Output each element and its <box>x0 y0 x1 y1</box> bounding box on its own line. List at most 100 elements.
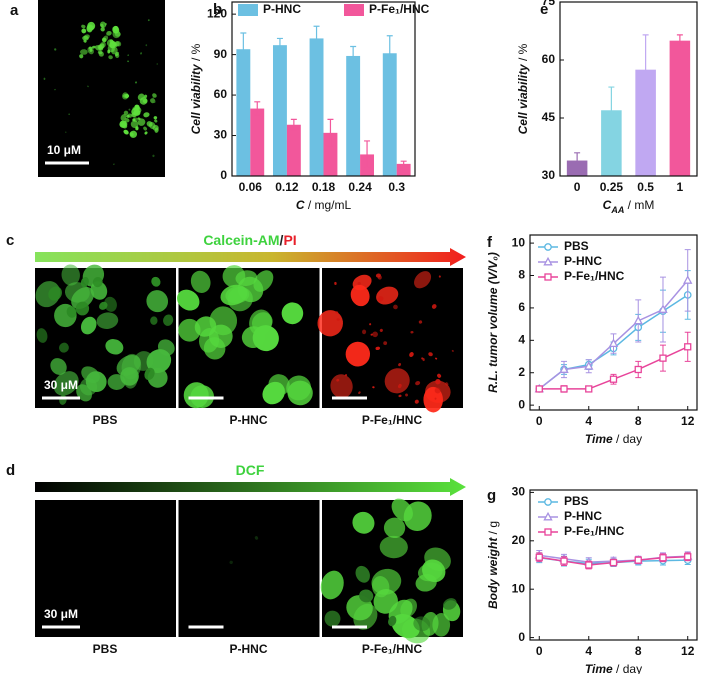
cells <box>320 498 461 644</box>
x-tick-label: 0.3 <box>388 180 405 194</box>
image-caption: P-Fe₁/HNC <box>362 642 423 656</box>
error-bar <box>240 32 247 66</box>
bar <box>286 124 301 176</box>
y-tick-label: 30 <box>512 485 526 499</box>
cell <box>108 55 113 60</box>
cells <box>317 271 454 413</box>
panel-label: e <box>540 1 548 18</box>
y-tick-label: 60 <box>214 87 228 101</box>
title-part: PI <box>283 232 296 248</box>
x-tick-label: 0.25 <box>600 180 624 194</box>
cell <box>105 339 124 355</box>
plot-frame <box>529 234 698 411</box>
cell <box>104 296 117 312</box>
image-caption: PBS <box>93 413 118 427</box>
cell <box>359 589 374 603</box>
error-bar <box>400 160 407 168</box>
image-title: DCF <box>236 462 265 478</box>
cell <box>137 118 146 126</box>
cell <box>149 121 156 130</box>
cell <box>43 77 46 81</box>
cell <box>355 565 370 583</box>
gradient-arrow <box>35 478 466 496</box>
marker <box>634 365 642 374</box>
cell <box>98 43 105 50</box>
x-tick-label: 0.5 <box>637 180 654 194</box>
legend-label: P-HNC <box>564 509 602 523</box>
cell <box>336 378 340 382</box>
cell <box>253 270 274 292</box>
legend-marker <box>544 273 552 281</box>
x-tick-label: 0 <box>574 180 581 194</box>
x-axis-title: Time / day <box>585 432 642 446</box>
label-part: / mM <box>624 198 654 212</box>
scale-bar-label: 30 μM <box>44 378 78 392</box>
marker <box>535 553 543 561</box>
cell <box>147 19 150 22</box>
bar <box>309 38 324 176</box>
y-axis-title: Cell viability / % <box>189 43 203 134</box>
panel-label: f <box>487 234 493 251</box>
x-tick-label: 0.12 <box>275 180 299 194</box>
cell <box>87 85 89 88</box>
y-axis-title: Cell viability / % <box>516 43 530 134</box>
legend-marker <box>544 498 552 506</box>
cell <box>393 304 398 310</box>
cell <box>353 603 378 630</box>
bar <box>346 55 361 176</box>
bar <box>382 53 397 176</box>
title-part: Calcein-AM <box>203 232 279 248</box>
cell <box>335 311 339 314</box>
cell <box>129 130 138 138</box>
cell <box>126 114 130 118</box>
bar <box>323 132 338 176</box>
cell <box>287 380 313 406</box>
cell <box>414 271 432 289</box>
cell <box>398 363 402 367</box>
marker <box>684 553 692 561</box>
panel-label: b <box>213 1 222 18</box>
cell <box>115 40 122 47</box>
cell <box>143 112 150 118</box>
scale-bar-label: 30 μM <box>44 607 78 621</box>
cell <box>153 100 156 103</box>
x-tick-label: 1 <box>677 180 684 194</box>
cell <box>54 88 56 91</box>
cell <box>254 536 259 540</box>
cell <box>83 34 90 40</box>
cell <box>103 24 105 26</box>
cell <box>59 342 69 353</box>
cell <box>85 371 107 393</box>
cell <box>451 349 454 352</box>
cell <box>123 94 128 98</box>
y-axis-title: R.L. tumor volume (V/V₀) <box>486 252 500 393</box>
cell <box>379 328 383 332</box>
label-part: / g <box>486 521 500 538</box>
cell <box>252 325 279 352</box>
cell <box>435 357 438 360</box>
error-bar <box>642 34 649 106</box>
cell <box>183 382 209 409</box>
y-tick-label: 8 <box>518 268 525 282</box>
cell <box>65 131 67 133</box>
bar <box>669 40 691 176</box>
cell <box>99 21 107 29</box>
error-bar <box>608 86 615 135</box>
cell <box>151 276 161 287</box>
cell <box>112 25 119 32</box>
cell <box>156 63 158 65</box>
marker <box>634 556 642 564</box>
x-tick-label: 4 <box>585 644 592 658</box>
title-part: DCF <box>236 462 265 478</box>
cell <box>123 129 129 135</box>
cell <box>405 393 409 397</box>
cell <box>111 47 118 55</box>
error-bar <box>364 140 371 169</box>
cell <box>76 384 92 402</box>
cell <box>209 324 233 348</box>
cell <box>384 368 410 394</box>
image-caption: P-HNC <box>230 413 268 427</box>
cell <box>415 381 421 386</box>
cell <box>190 270 211 293</box>
cell <box>403 501 432 532</box>
